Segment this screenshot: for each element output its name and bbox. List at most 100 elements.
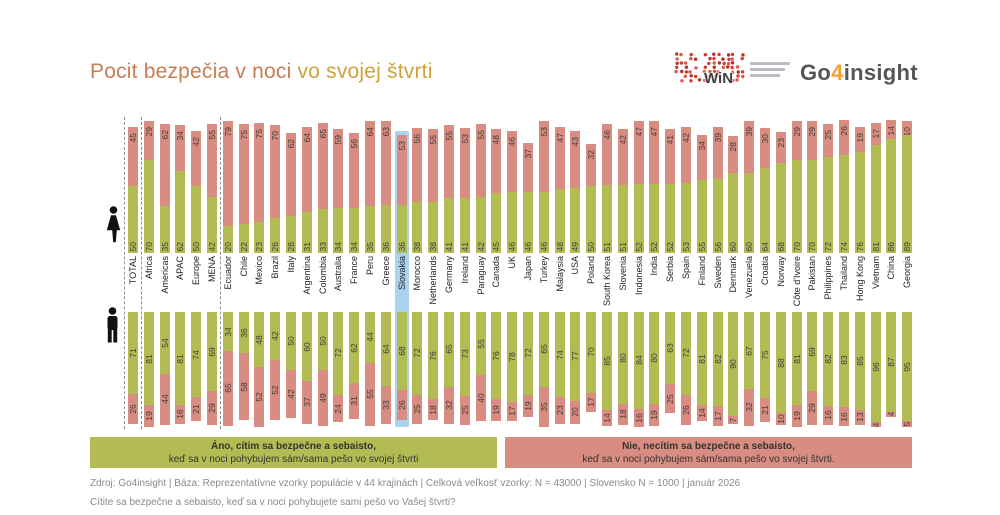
women-no-segment: 47 (633, 121, 644, 184)
women-yes-segment: 49 (570, 187, 581, 253)
bar-value-label: 89 (902, 241, 913, 251)
men-no-segment: 17 (507, 401, 518, 422)
bar-value-label: 22 (238, 241, 249, 251)
women-yes-segment: 55 (696, 179, 707, 253)
bar-value-label: 19 (854, 132, 865, 143)
bar-value-label: 56 (349, 139, 360, 149)
bar-value-label: 52 (270, 385, 281, 395)
men-no-segment: 7 (728, 415, 739, 424)
men-bar: 74 21 (191, 312, 202, 422)
bar-value-label: 64 (301, 132, 312, 143)
country-label: Ireland (459, 256, 470, 284)
country-label: Poland (586, 256, 597, 285)
bar-value-label: 34 (333, 241, 344, 251)
women-yes-segment: 51 (617, 185, 628, 253)
bar-value-label: 43 (570, 136, 581, 147)
bar-value-label: 59 (333, 135, 344, 145)
men-yes-segment: 76 (491, 312, 502, 400)
women-yes-segment: 50 (586, 186, 597, 253)
women-yes-segment: 70 (143, 159, 154, 253)
bar-value-label: 52 (254, 392, 265, 402)
country-label: Turkey (538, 256, 549, 284)
win-logo-tagline-line (750, 62, 790, 65)
men-bar: 85 14 (602, 312, 612, 426)
men-bar: 81 19 (791, 312, 802, 427)
bar-value-label: 70 (791, 241, 802, 251)
women-yes-segment: 76 (854, 151, 865, 253)
men-yes-segment: 78 (507, 312, 518, 402)
bar-value-label: 62 (349, 342, 360, 353)
women-bar: 10 89 (902, 121, 913, 253)
women-bar: 55 38 (428, 129, 439, 253)
men-no-segment: 14 (696, 405, 707, 422)
group-separator-line (219, 117, 221, 429)
men-no-segment: 18 (428, 399, 439, 421)
bar-value-label: 17 (586, 397, 597, 407)
men-yes-segment: 85 (854, 312, 865, 410)
bar-value-label: 20 (222, 241, 233, 251)
bar-value-label: 40 (475, 393, 486, 403)
men-bar: 70 17 (586, 312, 597, 413)
men-bar: 82 16 (823, 312, 834, 425)
bar-value-label: 34 (349, 241, 360, 251)
male-icon (103, 307, 122, 348)
women-bar: 62 28 (286, 133, 296, 253)
country-label: Japan (523, 256, 533, 281)
men-no-segment: 32 (444, 386, 454, 424)
women-no-segment: 23 (775, 131, 786, 163)
men-no-segment: 16 (633, 408, 644, 427)
bar-value-label: 52 (649, 241, 660, 251)
bar-value-label: 17 (712, 411, 723, 421)
women-yes-segment: 36 (380, 205, 391, 253)
bar-value-label: 68 (396, 346, 407, 356)
women-bar: 55 42 (475, 123, 486, 253)
women-no-segment: 56 (349, 133, 360, 208)
bar-value-label: 41 (665, 135, 676, 145)
country-label: Mexico (254, 256, 265, 285)
men-yes-segment: 74 (554, 312, 565, 398)
women-yes-segment: 74 (839, 154, 849, 253)
women-bar: 23 68 (775, 131, 786, 253)
women-no-segment: 64 (365, 121, 375, 207)
men-no-segment: 21 (191, 397, 202, 422)
women-bar: 79 20 (222, 121, 233, 253)
bar-value-label: 82 (712, 354, 723, 364)
men-bar: 69 29 (807, 312, 818, 425)
men-yes-segment: 84 (633, 312, 644, 409)
men-yes-segment: 85 (602, 312, 612, 410)
men-no-segment: 16 (839, 407, 849, 426)
men-yes-segment: 67 (744, 312, 755, 390)
women-no-segment: 19 (854, 126, 865, 152)
bar-value-label: 31 (349, 396, 360, 406)
country-label: Thailand (839, 256, 849, 291)
women-no-segment: 28 (728, 135, 739, 174)
bar-value-label: 35 (365, 241, 375, 251)
women-no-segment: 30 (760, 127, 770, 168)
men-bar: 62 31 (349, 312, 360, 419)
bar-value-label: 50 (317, 336, 328, 346)
bar-value-label: 71 (128, 348, 138, 358)
country-label: Ecuador (222, 256, 233, 290)
bar-value-label: 81 (175, 353, 186, 364)
women-yes-segment: 60 (744, 173, 755, 253)
women-no-segment: 47 (649, 121, 660, 184)
women-bar: 46 46 (507, 130, 518, 253)
country-label: Croatia (760, 256, 770, 286)
men-yes-segment: 62 (349, 312, 360, 384)
bar-value-label: 75 (238, 129, 249, 140)
bar-value-label: 18 (428, 405, 439, 415)
men-no-segment: 24 (333, 394, 344, 423)
bar-value-label: 90 (728, 359, 739, 369)
men-no-segment: 26 (128, 393, 138, 424)
bar-value-label: 32 (586, 149, 597, 160)
women-bar: 34 62 (175, 125, 186, 253)
men-no-segment: 19 (791, 405, 802, 427)
women-bar: 30 64 (760, 127, 770, 253)
bar-value-label: 5 (902, 421, 913, 427)
women-yes-segment: 70 (807, 159, 818, 253)
bar-value-label: 60 (301, 341, 312, 352)
men-no-segment: 13 (854, 409, 865, 425)
men-yes-segment: 70 (586, 312, 597, 393)
country-label: Sweden (712, 256, 723, 289)
